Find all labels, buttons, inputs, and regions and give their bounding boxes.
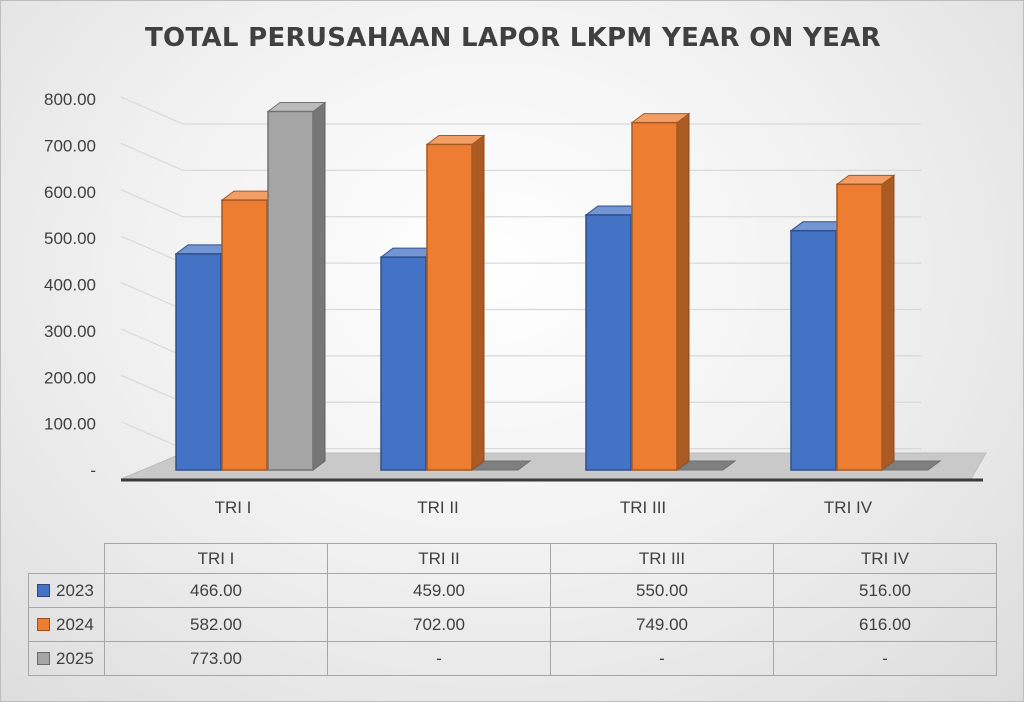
legend-swatch-2023: [37, 583, 50, 597]
data-table-cell: 466.00: [104, 573, 328, 608]
data-table-header: TRI I: [104, 543, 328, 574]
data-table-row: 2024 582.00 702.00 749.00 616.00: [28, 607, 997, 642]
legend-swatch-2024: [37, 617, 50, 631]
bar: [790, 229, 837, 471]
data-table-cell: -: [550, 641, 774, 676]
data-table-row: 2023 466.00 459.00 550.00 516.00: [28, 573, 997, 608]
chart-title: TOTAL PERUSAHAAN LAPOR LKPM YEAR ON YEAR: [145, 23, 881, 53]
data-table-cell: -: [773, 641, 997, 676]
bar: [631, 121, 678, 471]
data-table-header: TRI II: [327, 543, 551, 574]
legend-label: 2024: [56, 614, 94, 634]
legend-entry: 2023: [28, 573, 105, 608]
data-table-cell: 550.00: [550, 573, 774, 608]
data-table-cell: 702.00: [327, 607, 551, 642]
bar: [836, 183, 883, 471]
data-table-cell: 616.00: [773, 607, 997, 642]
y-tick-label: 400.00: [44, 276, 96, 295]
bar: [380, 256, 427, 471]
y-tick-label: 200.00: [44, 368, 96, 387]
y-tick-label: 700.00: [44, 136, 96, 155]
legend-label: 2023: [56, 580, 94, 600]
legend-entry: 2025: [28, 641, 105, 676]
data-table-corner: [28, 543, 105, 574]
y-tick-label: -: [90, 461, 96, 480]
bar: [585, 214, 632, 471]
data-table-cell: 459.00: [327, 573, 551, 608]
legend-label: 2025: [56, 648, 94, 668]
legend-entry: 2024: [28, 607, 105, 642]
y-tick-label: 300.00: [44, 322, 96, 341]
bar-empty: [676, 460, 737, 471]
data-table-cell: -: [327, 641, 551, 676]
x-tick-label: TRI II: [417, 498, 459, 517]
x-tick-label: TRI IV: [824, 498, 873, 517]
chart-plot: - 100.00 200.00 300.00 400.00 500.00 600.00 700…: [44, 90, 987, 517]
bar-empty: [471, 460, 532, 471]
bar-side: [471, 134, 485, 471]
y-tick-label: 800.00: [44, 90, 96, 109]
y-tick-label: 500.00: [44, 229, 96, 248]
data-table-cell: 516.00: [773, 573, 997, 608]
data-table-header: TRI III: [550, 543, 774, 574]
data-table-header-row: TRI I TRI II TRI III TRI IV: [28, 543, 997, 574]
bar: [175, 253, 222, 471]
data-table-header: TRI IV: [773, 543, 997, 574]
legend-swatch-2025: [37, 651, 50, 665]
bar-side: [676, 112, 690, 471]
data-table-row: 2025 773.00 - - -: [28, 641, 997, 676]
x-tick-label: TRI I: [215, 498, 252, 517]
bar: [267, 110, 314, 471]
data-table: TRI I TRI II TRI III TRI IV 2023 466.00 …: [28, 543, 997, 676]
bar: [221, 199, 268, 471]
data-table-cell: 749.00: [550, 607, 774, 642]
bar: [426, 143, 473, 471]
y-tick-label: 600.00: [44, 183, 96, 202]
data-table-cell: 773.00: [104, 641, 328, 676]
gridline: [120, 142, 921, 171]
bar-side: [312, 101, 326, 471]
gridline: [120, 96, 921, 125]
x-tick-label: TRI III: [620, 498, 666, 517]
bar-side: [881, 174, 895, 471]
data-table-cell: 582.00: [104, 607, 328, 642]
y-tick-label: 100.00: [44, 415, 96, 434]
bar-empty: [881, 460, 942, 471]
